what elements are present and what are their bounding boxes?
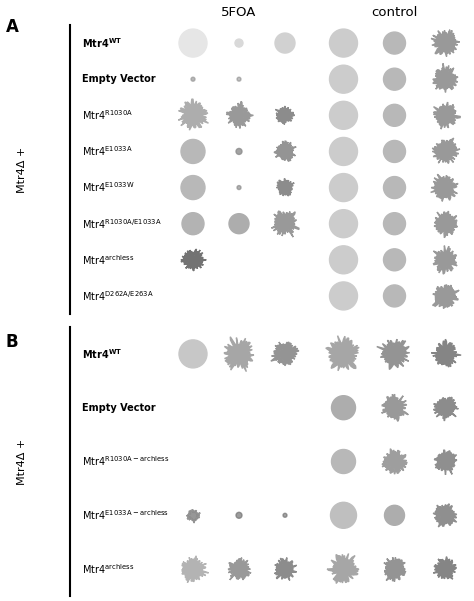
Ellipse shape [236, 148, 242, 154]
Ellipse shape [383, 285, 405, 307]
Ellipse shape [329, 210, 357, 237]
Ellipse shape [275, 33, 295, 53]
Text: Mtr4$^{\mathregular{WT}}$: Mtr4$^{\mathregular{WT}}$ [82, 36, 122, 50]
Ellipse shape [329, 282, 357, 310]
Text: Mtr4Δ +: Mtr4Δ + [17, 438, 27, 484]
Ellipse shape [191, 77, 195, 81]
Polygon shape [431, 29, 460, 56]
Ellipse shape [384, 505, 404, 525]
Polygon shape [433, 397, 458, 421]
Ellipse shape [329, 102, 357, 129]
Polygon shape [224, 337, 254, 371]
Ellipse shape [330, 502, 356, 528]
Text: B: B [6, 333, 18, 351]
Text: Mtr4$^{\mathregular{R1030A/E1033A}}$: Mtr4$^{\mathregular{R1030A/E1033A}}$ [82, 217, 162, 231]
Polygon shape [384, 557, 406, 582]
Ellipse shape [181, 175, 205, 200]
Text: Mtr4$^{\mathregular{archless}}$: Mtr4$^{\mathregular{archless}}$ [82, 253, 135, 267]
Ellipse shape [236, 512, 242, 518]
Ellipse shape [329, 65, 357, 93]
Text: Mtr4$^{\mathregular{WT}}$: Mtr4$^{\mathregular{WT}}$ [82, 347, 122, 361]
Polygon shape [433, 285, 459, 308]
Text: Mtr4$^{\mathregular{archless}}$: Mtr4$^{\mathregular{archless}}$ [82, 562, 135, 576]
Polygon shape [274, 558, 297, 581]
Text: 5FOA: 5FOA [221, 5, 257, 19]
Ellipse shape [329, 246, 357, 274]
Ellipse shape [329, 174, 357, 201]
Polygon shape [275, 106, 294, 124]
Polygon shape [433, 504, 457, 527]
Text: Mtr4$^{\mathregular{D262A/E263A}}$: Mtr4$^{\mathregular{D262A/E263A}}$ [82, 289, 154, 303]
Text: Mtr4$^{\mathregular{E1033A-archless}}$: Mtr4$^{\mathregular{E1033A-archless}}$ [82, 508, 169, 522]
Ellipse shape [237, 77, 241, 81]
Polygon shape [434, 211, 457, 238]
Ellipse shape [383, 177, 405, 198]
Polygon shape [272, 211, 299, 237]
Ellipse shape [383, 105, 405, 126]
Polygon shape [433, 63, 458, 93]
Text: Empty Vector: Empty Vector [82, 403, 155, 413]
Polygon shape [435, 450, 457, 475]
Polygon shape [228, 558, 251, 580]
Polygon shape [327, 554, 359, 584]
Polygon shape [382, 449, 407, 474]
Ellipse shape [235, 39, 243, 47]
Ellipse shape [383, 68, 405, 90]
Polygon shape [433, 102, 460, 129]
Ellipse shape [329, 138, 357, 165]
Text: Mtr4$^{\mathregular{R1030A-archless}}$: Mtr4$^{\mathregular{R1030A-archless}}$ [82, 454, 170, 468]
Ellipse shape [329, 29, 357, 57]
Polygon shape [431, 339, 461, 367]
Ellipse shape [383, 32, 405, 54]
Ellipse shape [383, 141, 405, 162]
Text: Mtr4$^{\mathregular{E1033A}}$: Mtr4$^{\mathregular{E1033A}}$ [82, 144, 133, 158]
Polygon shape [382, 394, 408, 421]
Ellipse shape [383, 213, 405, 234]
Polygon shape [326, 336, 359, 371]
Polygon shape [433, 246, 457, 274]
Polygon shape [178, 99, 209, 130]
Ellipse shape [331, 395, 356, 419]
Polygon shape [182, 556, 209, 582]
Ellipse shape [182, 213, 204, 234]
Polygon shape [432, 138, 460, 163]
Ellipse shape [331, 450, 356, 474]
Polygon shape [433, 557, 456, 579]
Polygon shape [430, 174, 458, 201]
Polygon shape [181, 249, 206, 271]
Text: control: control [371, 5, 418, 19]
Ellipse shape [283, 513, 287, 517]
Ellipse shape [181, 139, 205, 163]
Ellipse shape [237, 186, 241, 189]
Ellipse shape [383, 249, 405, 271]
Polygon shape [276, 178, 294, 196]
Ellipse shape [179, 340, 207, 368]
Ellipse shape [229, 214, 249, 234]
Text: Empty Vector: Empty Vector [82, 74, 155, 84]
Text: Mtr4$^{\mathregular{R1030A}}$: Mtr4$^{\mathregular{R1030A}}$ [82, 108, 133, 122]
Polygon shape [274, 141, 296, 161]
Text: Mtr4$^{\mathregular{E1033W}}$: Mtr4$^{\mathregular{E1033W}}$ [82, 181, 135, 195]
Polygon shape [377, 339, 410, 370]
Text: Mtr4Δ +: Mtr4Δ + [17, 147, 27, 193]
Ellipse shape [179, 29, 207, 57]
Text: A: A [6, 18, 19, 36]
Polygon shape [271, 342, 299, 366]
Polygon shape [226, 102, 254, 129]
Polygon shape [186, 510, 201, 523]
